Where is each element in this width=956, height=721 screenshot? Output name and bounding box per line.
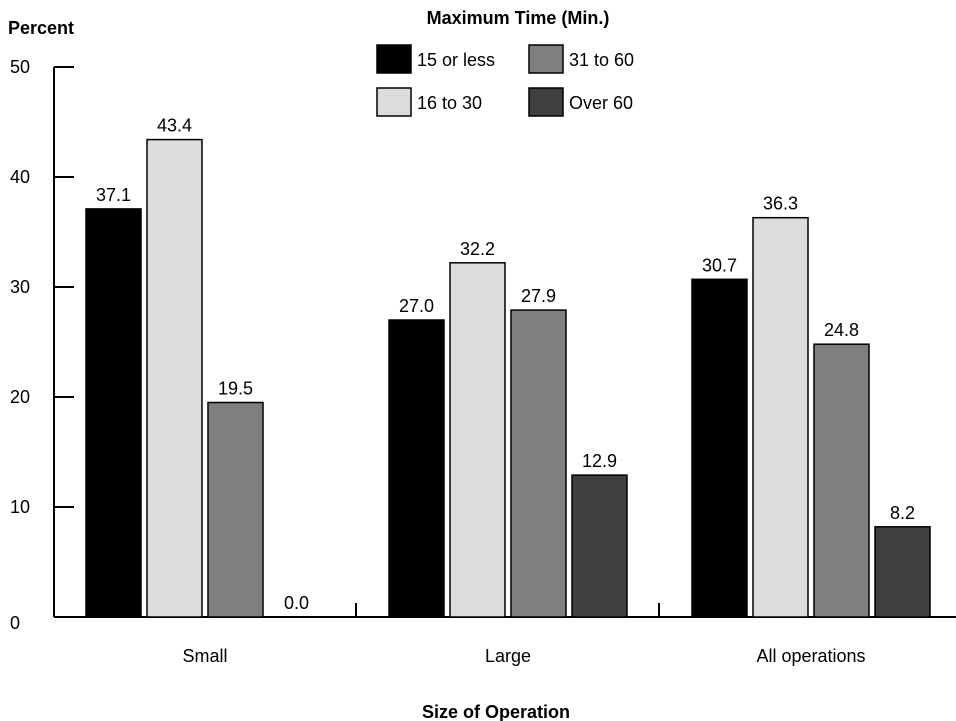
legend-swatch xyxy=(528,87,564,117)
legend-label: 15 or less xyxy=(417,50,495,70)
bar xyxy=(510,309,567,618)
y-tick-label: 30 xyxy=(10,277,30,297)
legend-swatch xyxy=(376,87,412,117)
data-label: 24.8 xyxy=(824,320,859,340)
legend: 15 or less 16 to 30 31 to 60 Over 60 xyxy=(376,44,634,117)
legend-label: 16 to 30 xyxy=(417,93,482,113)
data-label: 36.3 xyxy=(763,194,798,214)
data-label: 12.9 xyxy=(582,451,617,471)
bar xyxy=(388,319,445,618)
data-label: 37.1 xyxy=(96,185,131,205)
y-tick-label: 40 xyxy=(10,167,30,187)
y-axis-title: Percent xyxy=(8,18,74,38)
data-label: 27.0 xyxy=(399,296,434,316)
bar xyxy=(449,262,506,618)
y-tick-label: 20 xyxy=(10,387,30,407)
legend-swatch xyxy=(528,44,564,74)
data-label: 27.9 xyxy=(521,286,556,306)
x-tick-label: Small xyxy=(182,646,227,666)
data-label: 30.7 xyxy=(702,255,737,275)
bar xyxy=(207,401,264,618)
bar xyxy=(691,278,748,618)
data-label: 8.2 xyxy=(890,503,915,523)
x-tick-label: Large xyxy=(485,646,531,666)
x-axis-title: Size of Operation xyxy=(422,702,570,721)
bar xyxy=(813,343,870,618)
bars: Small 37.1 43.4 19.5 0.0 Large 27.0 32.2 27.9 12.… xyxy=(85,116,931,666)
data-label: 0.0 xyxy=(284,593,309,613)
data-label: 32.2 xyxy=(460,239,495,259)
bar xyxy=(752,216,809,618)
bar xyxy=(874,526,931,618)
y-tick-label: 10 xyxy=(10,497,30,517)
x-tick-label: All operations xyxy=(756,646,865,666)
legend-label: 31 to 60 xyxy=(569,50,634,70)
legend-label: Over 60 xyxy=(569,93,633,113)
bar xyxy=(146,138,203,618)
y-tick-label: 0 xyxy=(10,613,20,633)
data-label: 43.4 xyxy=(157,116,192,136)
bar xyxy=(85,208,142,618)
bar xyxy=(571,474,628,618)
data-label: 19.5 xyxy=(218,379,253,399)
y-tick-label: 50 xyxy=(10,57,30,77)
legend-title: Maximum Time (Min.) xyxy=(427,8,610,28)
legend-swatch xyxy=(376,44,412,74)
